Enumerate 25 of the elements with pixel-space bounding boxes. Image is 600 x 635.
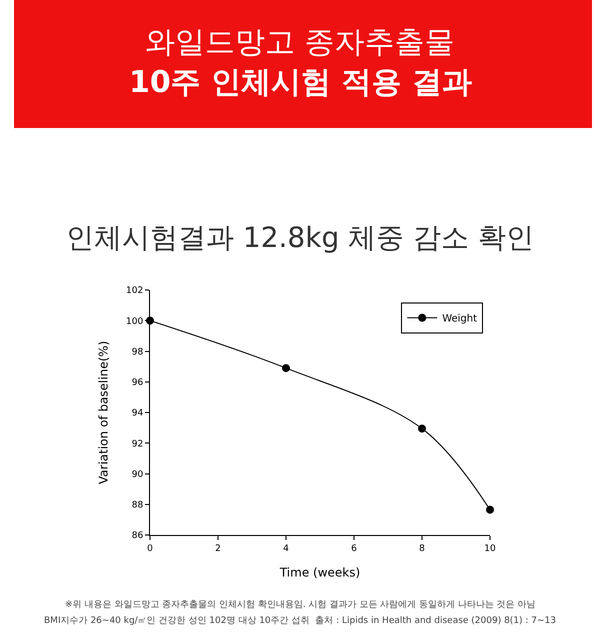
x-tick-label: 6 — [351, 544, 358, 554]
y-tick-label: 86 — [132, 531, 144, 542]
x-axis-title: Time (weeks) — [278, 566, 360, 580]
y-tick-label: 92 — [132, 439, 144, 450]
y-tick-label: 88 — [132, 500, 144, 511]
x-tick-label: 10 — [484, 544, 496, 554]
y-tick-label: 96 — [132, 378, 144, 388]
chart-subtitle: 인체시험결과 12.8kg 체중 감소 확인 — [66, 221, 534, 254]
text: ※위 내용은 와일드망고 종자추출물의 인체시험 확인내용임. 시험 결과가 모든 사람에게 동일하게 나타나는 것은 아님 — [65, 600, 536, 610]
y-tick-label: 90 — [132, 470, 144, 480]
x-tick-label: 8 — [419, 544, 426, 554]
point — [282, 364, 290, 372]
y-tick-label: 102 — [126, 286, 144, 296]
point — [418, 424, 426, 433]
x-tick-label: 2 — [215, 544, 221, 554]
point — [486, 506, 494, 514]
x-tick-label: 0 — [147, 544, 154, 554]
y-tick-label: 98 — [132, 347, 144, 358]
y-tick-label: 94 — [132, 408, 144, 419]
legend-label: Weight — [442, 314, 478, 325]
x-tick-label: 4 — [283, 544, 290, 554]
y-axis-title: Variation of baseline(%) — [96, 340, 110, 484]
y-tick-label: 100 — [126, 316, 144, 327]
text: BMI지수가 26~40 kg/㎡인 건강한 성인 102명 대상 10주간 섭취 출처 : Lipids in Health and disease (2009) 8(1) : 7~13 — [44, 616, 556, 626]
chart-title: 와일드망고 종자추출물 10주 인체시험 적용 결과 — [129, 25, 472, 100]
